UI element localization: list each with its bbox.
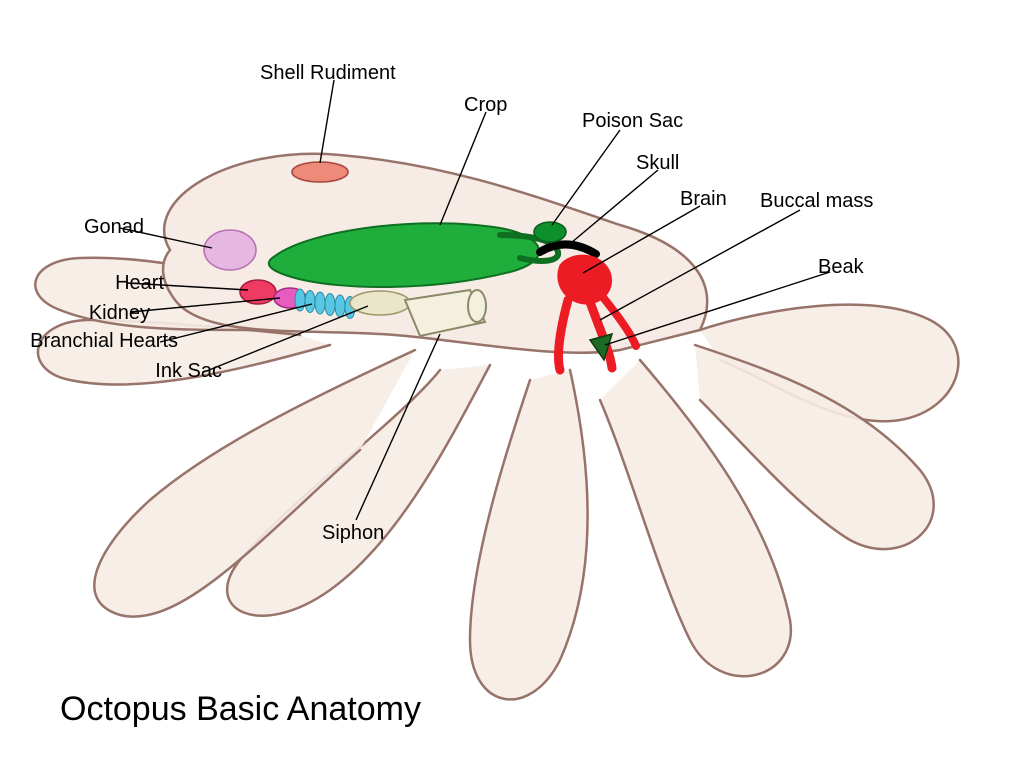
label-skull: Skull — [636, 152, 679, 174]
diagram-stage: Shell Rudiment Crop Poison Sac SkullBrain Bu… — [0, 0, 1024, 768]
label-heart: Heart — [64, 272, 164, 294]
label-kidney: Kidney — [50, 302, 150, 324]
label-beak: Beak — [818, 256, 864, 278]
label-shell-rudiment: Shell Rudiment — [260, 62, 396, 84]
label-gonad: Gonad — [44, 216, 144, 238]
diagram-title: Octopus Basic Anatomy — [60, 690, 421, 729]
label-brain: Brain — [680, 188, 727, 210]
label-siphon: Siphon — [322, 522, 384, 544]
label-ink-sac: Ink Sac — [122, 360, 222, 382]
label-buccal-mass: Buccal mass — [760, 190, 873, 212]
diagram-canvas — [0, 0, 1024, 768]
label-branchial-hearts: Branchial Hearts — [0, 330, 178, 352]
label-poison-sac: Poison Sac — [582, 110, 683, 132]
label-crop: Crop — [464, 94, 507, 116]
